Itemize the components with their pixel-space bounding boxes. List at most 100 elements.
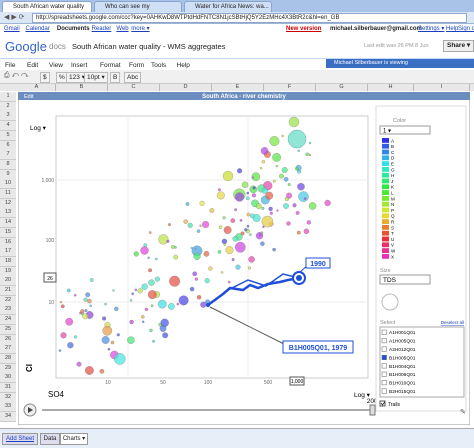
- bubble[interactable]: [296, 230, 301, 235]
- bubble[interactable]: [247, 266, 252, 270]
- legend-label[interactable]: N: [391, 202, 394, 207]
- bubble[interactable]: [185, 202, 190, 206]
- url[interactable]: http://spreadsheets.google.com/ccc?key=0…: [32, 13, 467, 23]
- bubble[interactable]: [74, 335, 78, 339]
- row-number[interactable]: 20: [0, 276, 16, 287]
- legend-label[interactable]: K: [391, 185, 394, 190]
- toolbar-icons[interactable]: ⎙ ↶ ↷: [4, 72, 29, 79]
- size-select-box[interactable]: [379, 274, 431, 285]
- legend-label[interactable]: T: [391, 231, 394, 236]
- legend-swatch[interactable]: [382, 201, 389, 207]
- legend-swatch[interactable]: [382, 219, 389, 224]
- row-number[interactable]: 22: [0, 295, 16, 306]
- sheet-tab[interactable]: Charts ▾: [60, 433, 88, 445]
- legend-label[interactable]: U: [391, 237, 394, 242]
- row-number[interactable]: 17: [0, 247, 16, 258]
- bubble[interactable]: [283, 203, 289, 209]
- row-number[interactable]: 21: [0, 286, 16, 296]
- bubble[interactable]: [324, 199, 331, 207]
- bubble[interactable]: [147, 290, 157, 300]
- bubble[interactable]: [84, 309, 88, 313]
- bubble[interactable]: [261, 187, 268, 194]
- bubble[interactable]: [272, 247, 276, 252]
- color-select-box[interactable]: [379, 125, 431, 135]
- station-label[interactable]: B1H006Q01: [389, 372, 416, 378]
- station-checkbox[interactable]: [381, 354, 387, 360]
- bubble[interactable]: [287, 183, 291, 186]
- menu-item[interactable]: Edit: [27, 62, 39, 69]
- row-number[interactable]: 6: [0, 140, 16, 151]
- bubble[interactable]: [174, 246, 177, 249]
- bubble[interactable]: [222, 170, 234, 182]
- bubble[interactable]: [234, 192, 245, 202]
- bubble[interactable]: [160, 318, 169, 327]
- bubble[interactable]: [295, 166, 299, 171]
- bubble[interactable]: [269, 211, 273, 215]
- menu-item[interactable]: Form: [129, 62, 145, 69]
- bubble[interactable]: [245, 196, 250, 201]
- column-header[interactable]: I: [414, 84, 470, 91]
- row-number[interactable]: 33: [0, 402, 16, 413]
- row-number[interactable]: 18: [0, 256, 16, 267]
- legend-swatch[interactable]: [382, 167, 389, 172]
- column-header[interactable]: A: [18, 84, 56, 91]
- bubble[interactable]: [269, 136, 280, 147]
- bubble[interactable]: [116, 333, 120, 337]
- bubble[interactable]: [217, 188, 221, 192]
- bubble[interactable]: [308, 141, 312, 145]
- bubble[interactable]: [196, 229, 201, 233]
- row-number[interactable]: 23: [0, 305, 16, 316]
- bubble[interactable]: [127, 336, 135, 344]
- bubble[interactable]: [140, 246, 149, 255]
- bubble[interactable]: [262, 225, 265, 229]
- row-number[interactable]: 11: [0, 189, 16, 199]
- bubble[interactable]: [67, 342, 74, 349]
- bubble[interactable]: [154, 276, 160, 282]
- legend-swatch[interactable]: [382, 138, 389, 143]
- bubble[interactable]: [260, 241, 265, 246]
- doc-title[interactable]: South African water quality - WMS aggreg…: [72, 42, 226, 51]
- bubble[interactable]: [79, 311, 82, 315]
- legend-swatch[interactable]: [382, 242, 389, 248]
- bubble[interactable]: [99, 368, 105, 374]
- bubble[interactable]: [89, 304, 93, 308]
- bubble[interactable]: [261, 159, 266, 164]
- bubble[interactable]: [73, 294, 77, 297]
- bubble[interactable]: [141, 315, 145, 319]
- bubble[interactable]: [150, 304, 154, 308]
- bubble[interactable]: [261, 206, 265, 210]
- toolbar-button[interactable]: 10pt ▾: [84, 72, 108, 83]
- bubble[interactable]: [199, 224, 202, 227]
- color-select[interactable]: 1 ▾: [383, 129, 391, 135]
- station-label[interactable]: A1H001Q01: [389, 330, 416, 336]
- toolbar-button[interactable]: Abc: [124, 72, 142, 83]
- bubble[interactable]: [157, 299, 167, 309]
- bubble[interactable]: [60, 332, 67, 339]
- bubble[interactable]: [110, 340, 115, 345]
- sheet-tab[interactable]: Data: [40, 433, 60, 445]
- legend-label[interactable]: C: [391, 150, 395, 155]
- legend-swatch[interactable]: [382, 149, 389, 155]
- row-number[interactable]: 27: [0, 344, 16, 355]
- bubble[interactable]: [244, 228, 248, 232]
- chart-edit[interactable]: Edit: [24, 94, 34, 100]
- bubble[interactable]: [148, 268, 153, 273]
- legend-swatch[interactable]: [382, 143, 389, 149]
- toolbar-button[interactable]: $: [40, 72, 50, 83]
- bubble[interactable]: [305, 152, 309, 157]
- new-version-link[interactable]: New version: [286, 26, 322, 32]
- station-checkbox[interactable]: [381, 329, 387, 335]
- row-number[interactable]: 29: [0, 363, 16, 374]
- bubble[interactable]: [288, 116, 300, 128]
- logo-google[interactable]: Google: [5, 39, 47, 54]
- bubble[interactable]: [189, 286, 195, 292]
- bubble[interactable]: [286, 192, 293, 199]
- legend-swatch[interactable]: [382, 190, 389, 195]
- bubble[interactable]: [250, 213, 255, 219]
- bubble[interactable]: [251, 172, 261, 181]
- bubble[interactable]: [147, 256, 150, 259]
- help-link[interactable]: Help: [446, 26, 459, 32]
- google-bar-link[interactable]: Gmail: [4, 26, 20, 32]
- bubble[interactable]: [265, 191, 274, 200]
- bubble[interactable]: [286, 221, 291, 226]
